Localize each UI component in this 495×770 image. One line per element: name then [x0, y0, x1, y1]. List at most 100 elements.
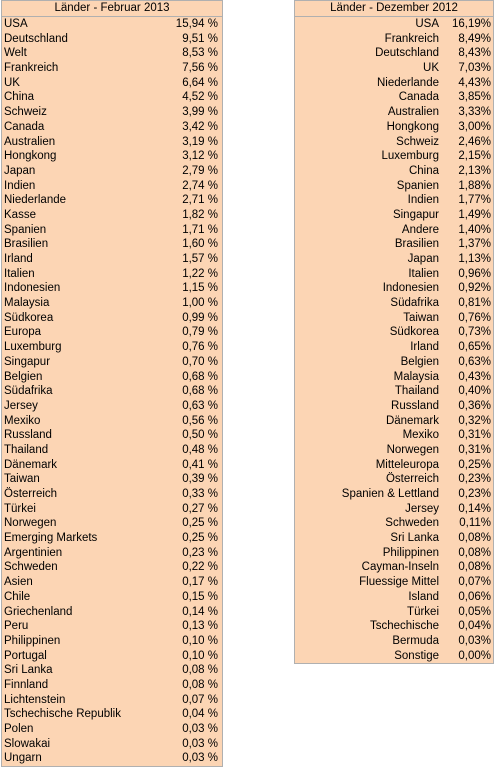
- country-name: Schweden: [4, 561, 58, 574]
- percentage-value: 0,03 %: [182, 723, 218, 735]
- country-name: Italien: [4, 267, 35, 280]
- table-row: Japan 2,79 %: [2, 164, 222, 179]
- percentage-value: 2,13%: [458, 164, 491, 177]
- table-row: Andere 1,40%: [295, 223, 493, 238]
- percentage-value: 3,12 %: [182, 150, 218, 163]
- country-name: USA: [415, 18, 439, 30]
- percentage-value: 0,08 %: [182, 664, 218, 677]
- percentage-value: 15,94 %: [175, 18, 218, 30]
- percentage-value: 0,63%: [458, 355, 491, 368]
- table-body: USA 16,19% Frankreich 8,49% Deutschland 8,43%…: [295, 17, 493, 663]
- country-name: Italien: [408, 267, 439, 280]
- country-name: Spanien: [4, 223, 47, 236]
- percentage-value: 1,49%: [458, 208, 491, 221]
- table-row: Spanien 1,71 %: [2, 223, 222, 238]
- percentage-value: 0,07%: [458, 576, 491, 589]
- percentage-value: 16,19%: [451, 18, 491, 30]
- percentage-value: 0,06%: [458, 590, 491, 603]
- table-row: Welt 8,53 %: [2, 46, 222, 61]
- percentage-value: 0,11%: [459, 517, 491, 530]
- table-row: Ungarn 0,03 %: [2, 751, 222, 766]
- country-name: Mexiko: [402, 429, 439, 442]
- percentage-value: 2,71 %: [182, 194, 218, 207]
- country-name: Spanien: [396, 179, 439, 192]
- table-row: Malaysia 0,43%: [295, 370, 493, 385]
- table-row: Jersey 0,63 %: [2, 399, 222, 414]
- country-name: Ungarn: [4, 752, 42, 765]
- table-title: Länder - Dezember 2012: [295, 1, 493, 17]
- percentage-value: 3,19 %: [182, 135, 218, 148]
- country-name: Brasilien: [4, 238, 49, 251]
- percentage-value: 0,00%: [458, 649, 491, 662]
- table-row: Italien 1,22 %: [2, 267, 222, 282]
- table-row: Taiwan 0,76%: [295, 311, 493, 326]
- table-row: Schweiz 2,46%: [295, 135, 493, 150]
- country-name: Malaysia: [4, 297, 50, 310]
- table-row: Deutschland 8,43%: [295, 46, 493, 61]
- country-name: Andere: [401, 223, 439, 236]
- table-row: Europa 0,79 %: [2, 325, 222, 340]
- country-name: Thailand: [4, 443, 49, 456]
- country-name: Sri Lanka: [390, 532, 439, 545]
- percentage-value: 1,60 %: [182, 238, 218, 251]
- percentage-value: 2,74 %: [182, 179, 218, 192]
- table-row: Sri Lanka 0,08%: [295, 531, 493, 546]
- table-row: Sri Lanka 0,08 %: [2, 663, 222, 678]
- country-name: Malaysia: [393, 370, 439, 383]
- percentage-value: 0,25 %: [182, 532, 218, 545]
- table-row: Emerging Markets 0,25 %: [2, 531, 222, 546]
- table-row: Türkei 0,05%: [295, 605, 493, 620]
- percentage-value: 0,14%: [458, 502, 491, 515]
- table-row: Portugal 0,10 %: [2, 649, 222, 664]
- percentage-value: 0,10 %: [182, 649, 218, 662]
- country-name: Dänemark: [4, 458, 58, 471]
- country-name: Chile: [4, 590, 31, 603]
- table-row: Tschechische 0,04%: [295, 619, 493, 634]
- table-row: Frankreich 8,49%: [295, 32, 493, 47]
- table-row: Russland 0,36%: [295, 399, 493, 414]
- table-row: Indonesien 0,92%: [295, 281, 493, 296]
- percentage-value: 0,31%: [458, 443, 491, 456]
- table-row: Russland 0,50 %: [2, 428, 222, 443]
- percentage-value: 8,43%: [458, 47, 491, 60]
- percentage-value: 0,31%: [458, 429, 491, 442]
- table-row: Österreich 0,23%: [295, 472, 493, 487]
- country-name: Sonstige: [394, 649, 439, 662]
- table-row: Brasilien 1,37%: [295, 237, 493, 252]
- country-name: Österreich: [385, 473, 439, 486]
- percentage-value: 0,68 %: [182, 385, 218, 398]
- table-title: Länder - Februar 2013: [2, 1, 222, 17]
- country-name: UK: [4, 76, 20, 89]
- percentage-value: 0,27 %: [182, 502, 218, 515]
- percentage-value: 0,08 %: [182, 678, 218, 691]
- table-row: Fluessige Mittel 0,07%: [295, 575, 493, 590]
- table-row: Chile 0,15 %: [2, 590, 222, 605]
- table-row: Philippinen 0,10 %: [2, 634, 222, 649]
- country-name: Griechenland: [4, 605, 73, 618]
- country-name: Südkorea: [389, 326, 439, 339]
- table-row: Norwegen 0,31%: [295, 443, 493, 458]
- table-row: Schweden 0,11%: [295, 516, 493, 531]
- country-name: Indien: [407, 194, 439, 207]
- table-row: Schweiz 3,99 %: [2, 105, 222, 120]
- table-row: Sonstige 0,00%: [295, 649, 493, 664]
- country-name: Sri Lanka: [4, 664, 53, 677]
- table-row: Canada 3,42 %: [2, 120, 222, 135]
- table-row: Luxemburg 2,15%: [295, 149, 493, 164]
- percentage-value: 0,63 %: [182, 399, 218, 412]
- percentage-value: 0,48 %: [182, 443, 218, 456]
- country-name: Indonesien: [382, 282, 439, 295]
- table-row: Canada 3,85%: [295, 90, 493, 105]
- table-row: Dänemark 0,32%: [295, 414, 493, 429]
- percentage-value: 0,41 %: [182, 458, 218, 471]
- percentage-value: 0,81%: [458, 297, 491, 310]
- percentage-value: 0,15 %: [182, 590, 218, 603]
- percentage-value: 0,40%: [458, 385, 491, 398]
- percentage-value: 1,40%: [458, 223, 491, 236]
- percentage-value: 0,04%: [458, 620, 491, 633]
- percentage-value: 0,96%: [458, 267, 491, 280]
- percentage-value: 1,71 %: [182, 223, 218, 236]
- percentage-value: 9,51 %: [182, 32, 218, 45]
- percentage-value: 0,65%: [458, 341, 491, 354]
- table-row: Südkorea 0,99 %: [2, 311, 222, 326]
